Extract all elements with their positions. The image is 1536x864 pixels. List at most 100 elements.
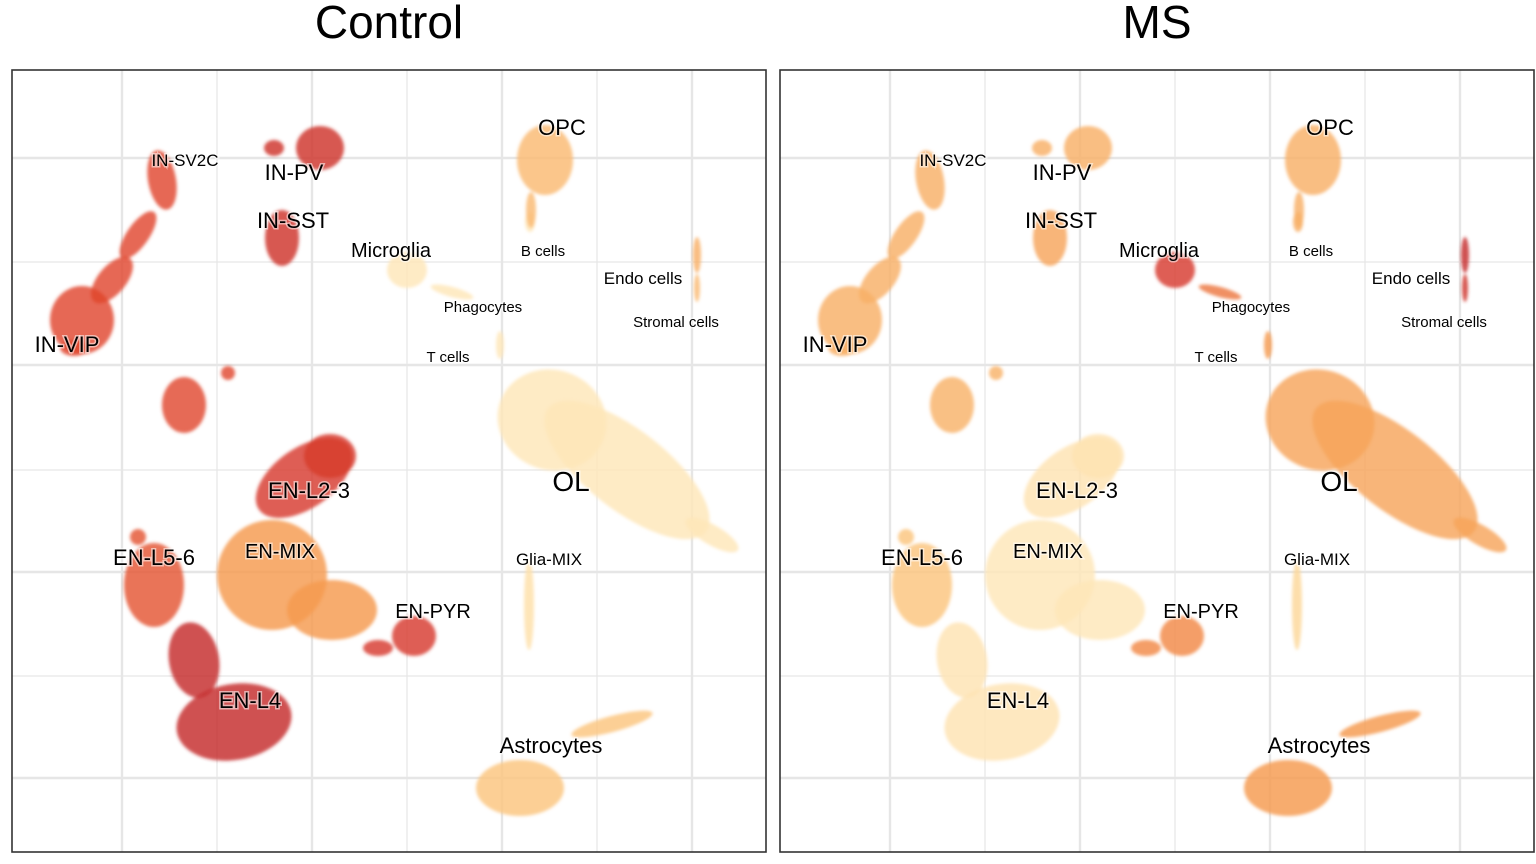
cluster-cloud-opc [517, 125, 573, 195]
cluster-cloud-unlabeled [162, 377, 206, 433]
cluster-label-b-cells: B cells [1289, 243, 1333, 260]
cluster-cloud-glia-mix [524, 560, 534, 650]
cluster-label-en-pyr: EN-PYR [1163, 601, 1239, 623]
cluster-cloud-en-mix [287, 580, 377, 640]
cluster-cloud-en-l4 [944, 683, 1060, 761]
cluster-cloud-en-pyr [363, 640, 393, 656]
cluster-cloud-unlabeled [989, 366, 1003, 380]
cluster-cloud-stromal-cells [694, 274, 700, 302]
panel-ms: MS IN-SV2C IN-PV IN-SST IN-VIP Microglia Phag… [779, 0, 1535, 853]
cluster-cloud-glia-mix [1292, 560, 1302, 650]
cluster-cloud-opc [1285, 125, 1341, 195]
cluster-cloud-opc [526, 192, 536, 228]
cluster-label-b-cells: B cells [521, 243, 565, 260]
cluster-label-stromal-cells: Stromal cells [1401, 314, 1487, 331]
cluster-label-in-sst: IN-SST [1025, 208, 1097, 233]
cluster-cloud-en-l5-6 [898, 529, 914, 545]
cluster-label-en-pyr: EN-PYR [395, 601, 471, 623]
cluster-label-en-l4: EN-L4 [219, 688, 281, 713]
cluster-cloud-en-pyr [1160, 616, 1204, 656]
cluster-label-en-l2-3: EN-L2-3 [1036, 478, 1118, 503]
cluster-cloud-astrocytes [1244, 760, 1332, 816]
cluster-cloud-opc [1294, 192, 1304, 228]
cluster-cloud-in-vip [60, 340, 88, 356]
cluster-cloud-ol [1312, 400, 1478, 540]
cluster-cloud-unlabeled [221, 366, 235, 380]
cluster-cloud-in-sv2c [887, 211, 925, 259]
cluster-cloud-t-cells [1264, 331, 1272, 359]
cluster-label-en-l5-6: EN-L5-6 [113, 545, 195, 570]
cluster-cloud-in-pv [296, 126, 344, 170]
cluster-cloud-astrocytes [571, 710, 653, 738]
cluster-cloud-endo-cells [693, 237, 701, 273]
cluster-label-phagocytes: Phagocytes [444, 299, 522, 316]
cluster-cloud-microglia [387, 252, 427, 288]
cluster-cloud-en-pyr [1131, 640, 1161, 656]
cluster-cloud-en-l5-6 [130, 529, 146, 545]
cluster-cloud-en-l2-3 [304, 434, 356, 478]
cluster-label-glia-mix: Glia-MIX [1284, 550, 1350, 569]
cluster-label-in-vip: IN-VIP [803, 332, 868, 357]
cluster-label-endo-cells: Endo cells [604, 269, 682, 288]
cluster-clouds-ms [818, 125, 1507, 816]
cluster-label-t-cells: T cells [1194, 349, 1237, 366]
cluster-cloud-in-pv [264, 140, 284, 156]
cluster-label-ol: OL [552, 466, 589, 497]
panel-title-control: Control [315, 0, 463, 48]
cluster-cloud-in-vip [50, 286, 114, 354]
cluster-cloud-in-vip [818, 286, 882, 354]
cluster-cloud-en-l4 [168, 622, 220, 698]
cluster-label-opc: OPC [538, 115, 586, 140]
cluster-label-in-vip: IN-VIP [35, 332, 100, 357]
cluster-cloud-en-mix [1055, 580, 1145, 640]
cluster-labels-ms: IN-SV2C IN-PV IN-SST IN-VIP Microglia Phagocy… [801, 114, 1488, 760]
cluster-label-ol: OL [1320, 466, 1357, 497]
cluster-cloud-en-l4 [176, 683, 292, 761]
panel-control: Control IN-SV2C IN-PV IN-SST IN-VIP Microgli… [11, 0, 767, 853]
cluster-label-en-l4: EN-L4 [987, 688, 1049, 713]
cluster-label-astrocytes: Astrocytes [1268, 733, 1371, 758]
cluster-cloud-in-sv2c [915, 150, 945, 210]
cluster-label-in-pv: IN-PV [1033, 160, 1092, 185]
cluster-label-microglia: Microglia [1119, 240, 1200, 262]
cluster-label-astrocytes: Astrocytes [500, 733, 603, 758]
cluster-labels-control: IN-SV2C IN-PV IN-SST IN-VIP Microglia Phagocy… [33, 114, 720, 760]
cluster-cloud-ol [544, 400, 710, 540]
cluster-label-en-mix: EN-MIX [245, 541, 315, 563]
cluster-label-en-l2-3: EN-L2-3 [268, 478, 350, 503]
panel-title-ms: MS [1123, 0, 1192, 48]
cluster-cloud-phagocytes [1198, 284, 1242, 300]
panel-border-control [11, 69, 767, 853]
cluster-cloud-astrocytes [476, 760, 564, 816]
cluster-label-t-cells: T cells [426, 349, 469, 366]
cluster-cloud-in-sv2c [119, 211, 157, 259]
cluster-clouds-control [50, 125, 739, 816]
cluster-cloud-in-pv [1032, 140, 1052, 156]
cluster-cloud-t-cells [496, 331, 504, 359]
cluster-cloud-unlabeled [930, 377, 974, 433]
cluster-cloud-microglia [1155, 252, 1195, 288]
cluster-cloud-phagocytes [430, 284, 474, 300]
cluster-cloud-in-sv2c [147, 150, 177, 210]
cluster-cloud-en-l5-6 [892, 543, 952, 627]
cluster-cloud-in-pv [1064, 126, 1112, 170]
cluster-label-en-l5-6: EN-L5-6 [881, 545, 963, 570]
cluster-label-phagocytes: Phagocytes [1212, 299, 1290, 316]
cluster-label-stromal-cells: Stromal cells [633, 314, 719, 331]
cluster-label-glia-mix: Glia-MIX [516, 550, 582, 569]
cluster-cloud-ol [685, 517, 739, 553]
cluster-cloud-astrocytes [1339, 710, 1421, 738]
cluster-cloud-in-sst [1033, 210, 1067, 266]
cluster-cloud-en-l5-6 [124, 543, 184, 627]
cluster-label-in-pv: IN-PV [265, 160, 324, 185]
cluster-cloud-stromal-cells [1462, 274, 1468, 302]
cluster-cloud-en-pyr [392, 616, 436, 656]
cluster-label-microglia: Microglia [351, 240, 432, 262]
cluster-label-in-sst: IN-SST [257, 208, 329, 233]
cluster-cloud-endo-cells [1461, 237, 1469, 273]
cluster-cloud-ol [1453, 517, 1507, 553]
cluster-label-endo-cells: Endo cells [1372, 269, 1450, 288]
cluster-cloud-in-sst [265, 210, 299, 266]
cluster-cloud-en-l4 [936, 622, 988, 698]
